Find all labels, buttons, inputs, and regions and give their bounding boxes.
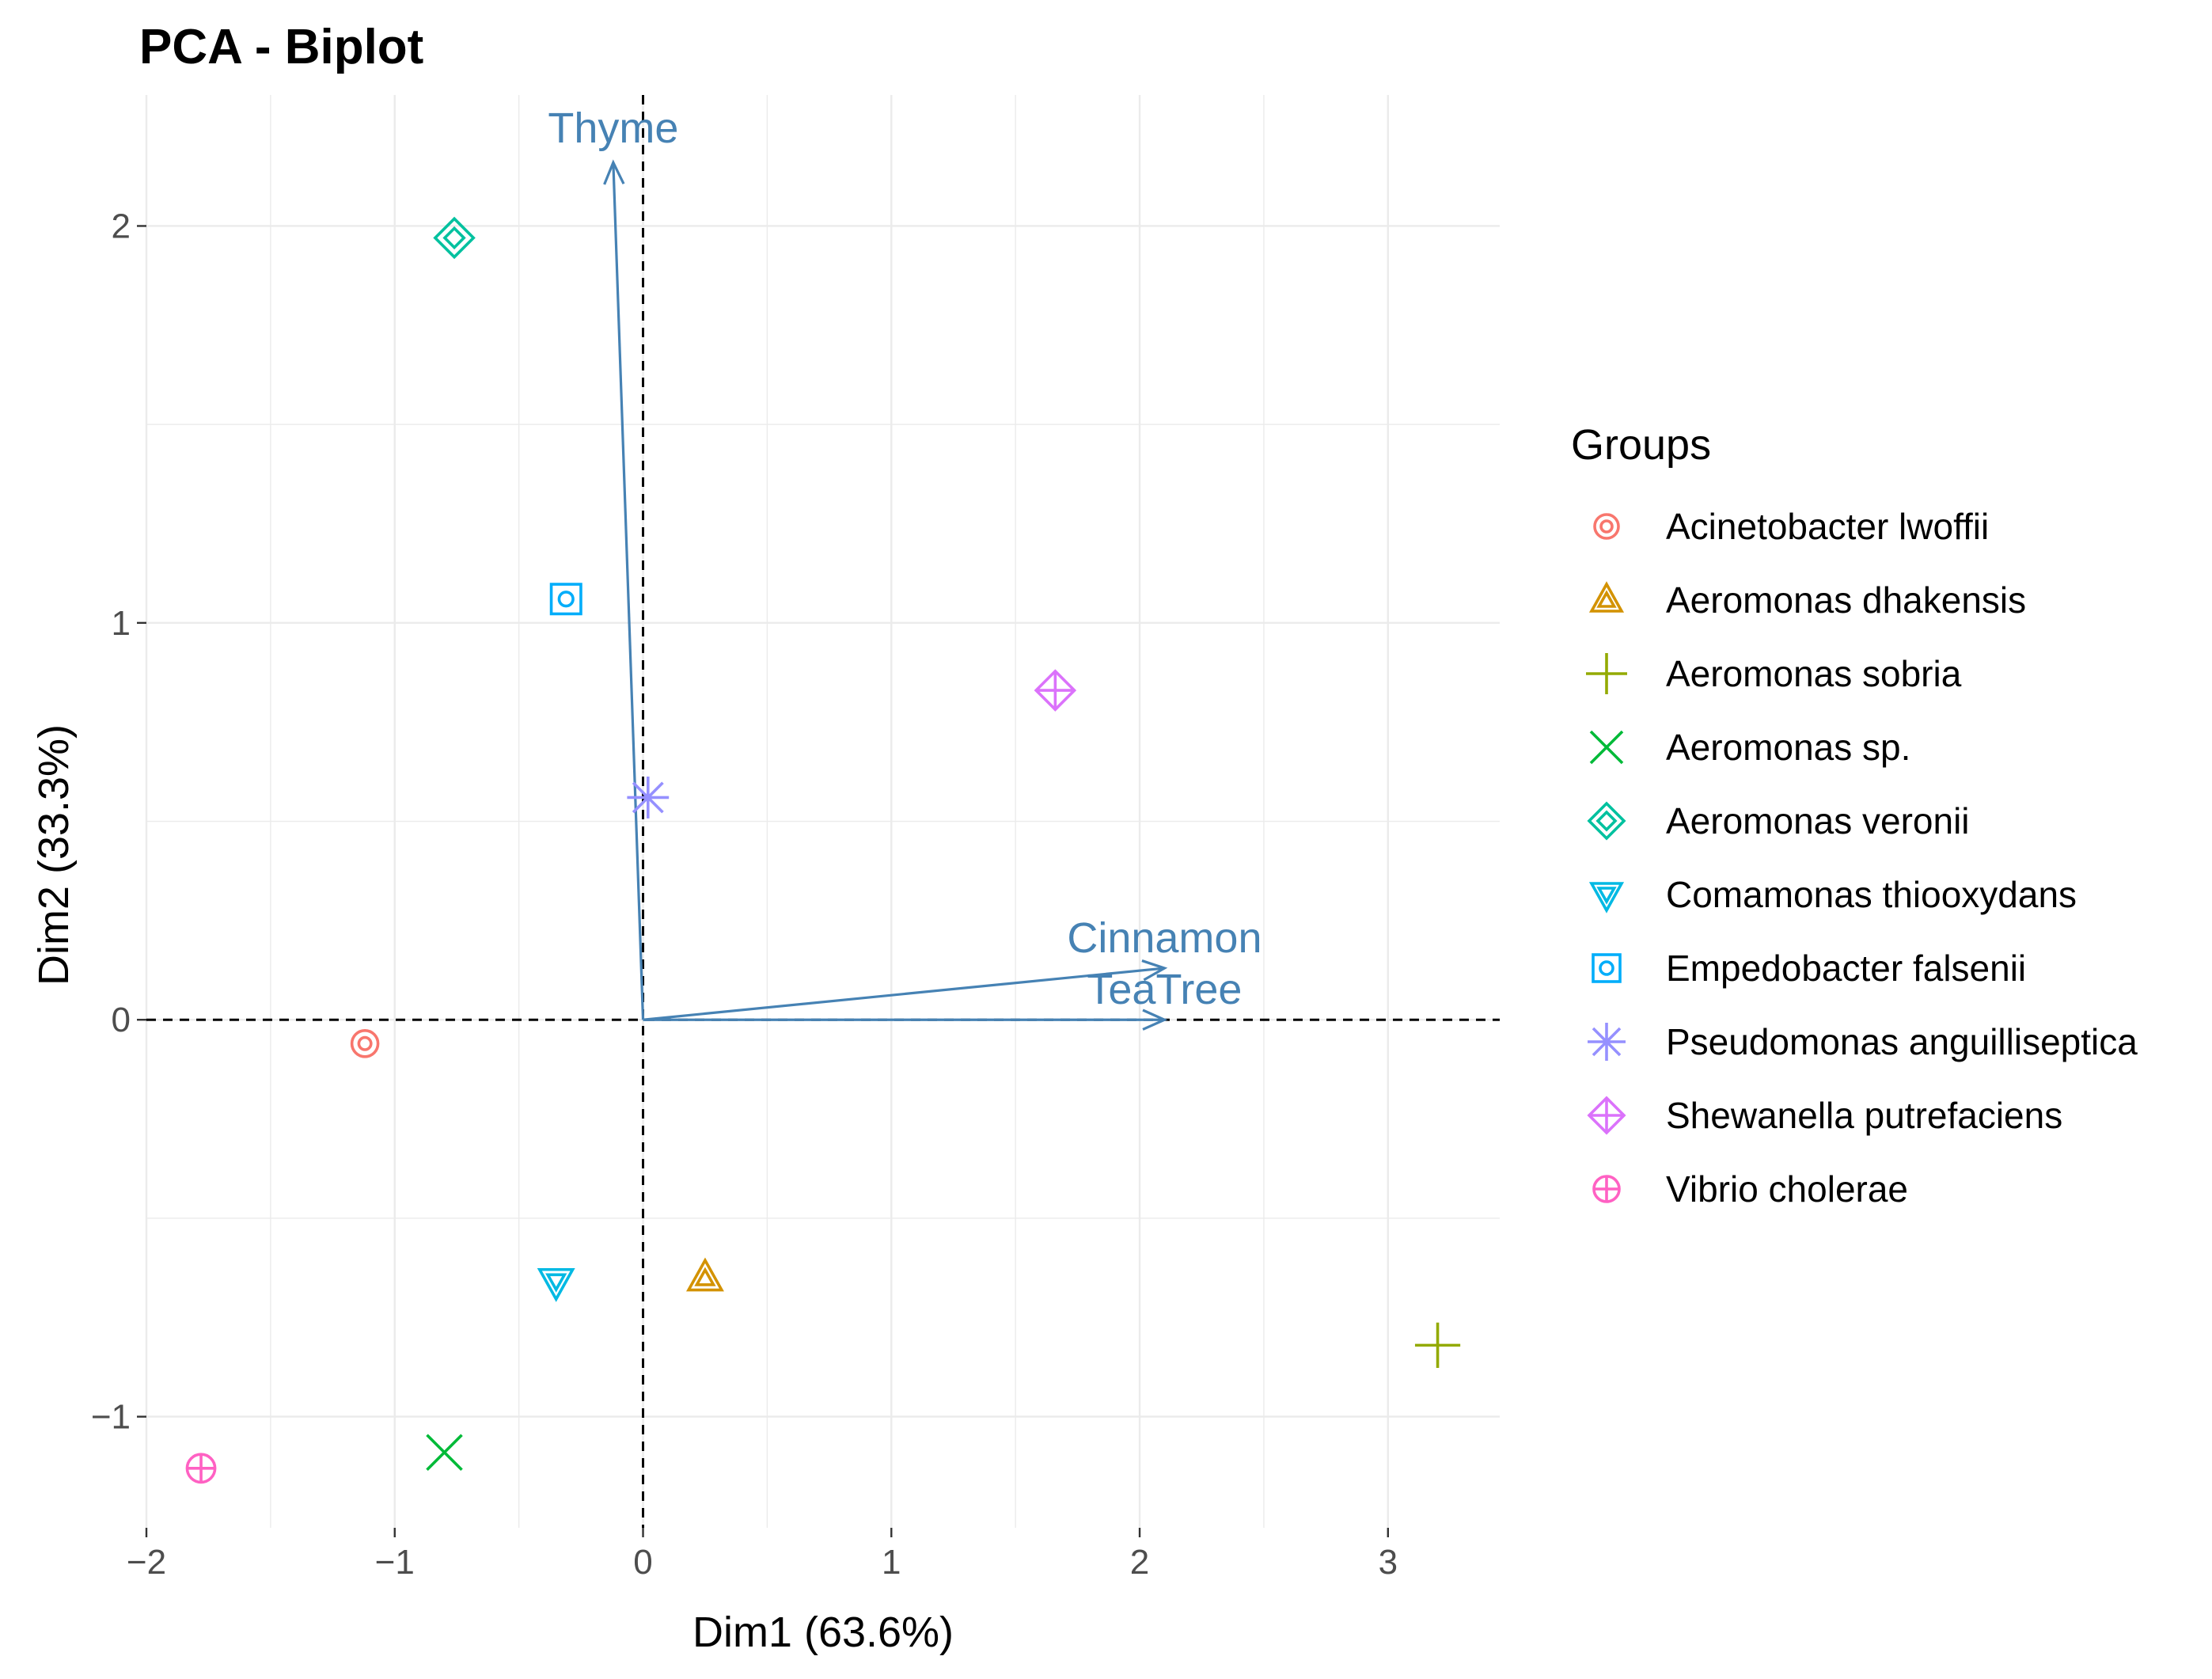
legend-item: Shewanella putrefaciens [1587, 1095, 2062, 1136]
x-tick-label: −2 [127, 1543, 166, 1582]
y-axis-ticks: −1 0 1 2 [91, 207, 146, 1437]
variable-label: TeaTree [1087, 966, 1242, 1013]
legend-item: Acinetobacter lwoffii [1593, 506, 1989, 547]
data-point [627, 777, 670, 819]
x-axis-ticks: −2 −1 0 1 2 3 [127, 1528, 1398, 1582]
data-point [426, 1434, 463, 1472]
reference-lines [146, 95, 1500, 1528]
legend-key [1587, 801, 1626, 841]
data-point [537, 1267, 575, 1302]
x-tick-label: 2 [1130, 1543, 1149, 1582]
data-point [1414, 1322, 1461, 1368]
legend-key [1587, 1096, 1626, 1135]
x-tick-label: 1 [882, 1543, 901, 1582]
variable-arrow [643, 959, 1168, 1021]
chart-title: PCA - Biplot [139, 20, 423, 74]
y-tick-label: −1 [91, 1398, 131, 1437]
legend-label: Vibrio cholerae [1666, 1168, 1908, 1210]
legend-title: Groups [1571, 421, 1711, 469]
legend-item: Vibrio cholerae [1592, 1168, 1908, 1210]
data-point [185, 1453, 217, 1484]
legend-key [1593, 513, 1620, 540]
x-tick-label: −1 [375, 1543, 415, 1582]
data-point [1034, 669, 1077, 712]
x-tick-label: 0 [633, 1543, 652, 1582]
legend-item: Aeromonas veronii [1587, 800, 1970, 841]
y-tick-label: 0 [112, 1001, 131, 1039]
x-tick-label: 3 [1379, 1543, 1398, 1582]
x-axis-title: Dim1 (63.6%) [692, 1609, 954, 1656]
grid [145, 95, 1500, 1528]
legend-label: Comamonas thiooxydans [1666, 874, 2077, 915]
y-tick-label: 1 [112, 604, 131, 643]
legend: Groups Acinetobacter lwoffii Aeromonas dh… [1571, 421, 2138, 1210]
legend-label: Pseudomonas anguilliseptica [1666, 1021, 2138, 1062]
legend-item: Aeromonas sp. [1589, 727, 1910, 768]
variable-arrow [603, 159, 645, 1020]
variable-label: Thyme [548, 104, 678, 152]
legend-label: Acinetobacter lwoffii [1666, 506, 1989, 547]
y-tick-label: 2 [112, 207, 131, 245]
legend-item: Aeromonas dhakensis [1588, 579, 2026, 621]
data-point [433, 216, 476, 260]
data-points [185, 216, 1461, 1484]
legend-label: Aeromonas dhakensis [1666, 579, 2026, 621]
legend-item: Pseudomonas anguilliseptica [1588, 1021, 2138, 1062]
legend-label: Aeromonas sobria [1666, 653, 1962, 694]
legend-label: Shewanella putrefaciens [1666, 1095, 2062, 1136]
legend-label: Aeromonas veronii [1666, 800, 1970, 841]
legend-key [1589, 730, 1624, 765]
y-axis-title: Dim2 (33.3%) [30, 724, 78, 986]
legend-item: Comamonas thiooxydans [1588, 874, 2077, 915]
legend-label: Empedobacter falsenii [1666, 948, 2026, 989]
legend-key [1586, 653, 1627, 694]
legend-item: Empedobacter falsenii [1592, 948, 2026, 989]
legend-key [1588, 1023, 1626, 1061]
variable-label: Cinnamon [1067, 914, 1262, 962]
legend-label: Aeromonas sp. [1666, 727, 1910, 768]
data-point [350, 1029, 380, 1058]
legend-key [1592, 953, 1622, 983]
legend-key [1592, 1175, 1621, 1203]
legend-item: Aeromonas sobria [1586, 653, 1962, 694]
variable-arrow [643, 1009, 1168, 1031]
data-point [685, 1257, 724, 1292]
data-point [549, 583, 582, 616]
legend-key [1588, 581, 1625, 613]
legend-key [1588, 882, 1625, 914]
